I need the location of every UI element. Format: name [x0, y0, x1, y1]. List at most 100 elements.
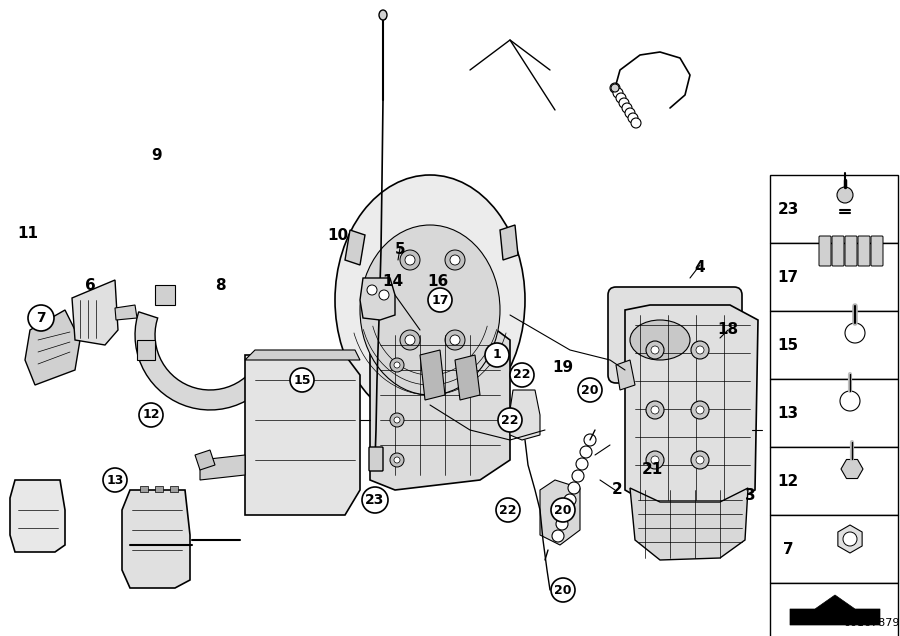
Polygon shape — [155, 486, 163, 492]
Polygon shape — [625, 305, 758, 510]
Polygon shape — [122, 490, 190, 588]
Text: 22: 22 — [500, 504, 517, 516]
Circle shape — [28, 305, 54, 331]
Text: 16: 16 — [428, 275, 448, 289]
Circle shape — [551, 578, 575, 602]
FancyBboxPatch shape — [608, 287, 742, 383]
Text: 15: 15 — [293, 373, 310, 387]
Text: 6: 6 — [85, 277, 95, 293]
Circle shape — [552, 530, 564, 542]
FancyBboxPatch shape — [819, 236, 831, 266]
Circle shape — [578, 378, 602, 402]
Text: 12: 12 — [142, 408, 160, 422]
Circle shape — [651, 406, 659, 414]
Text: 20: 20 — [554, 504, 572, 516]
Circle shape — [584, 434, 596, 446]
Circle shape — [646, 341, 664, 359]
Circle shape — [568, 482, 580, 494]
Text: 5: 5 — [395, 242, 405, 258]
Circle shape — [691, 401, 709, 419]
Text: 17: 17 — [778, 270, 798, 284]
Ellipse shape — [360, 225, 500, 395]
Polygon shape — [616, 360, 635, 390]
Text: 23: 23 — [778, 202, 798, 216]
Text: 14: 14 — [382, 275, 403, 289]
Polygon shape — [140, 486, 148, 492]
Circle shape — [428, 288, 452, 312]
Text: 22: 22 — [501, 413, 518, 427]
Circle shape — [394, 457, 400, 463]
Polygon shape — [370, 325, 510, 490]
Circle shape — [628, 113, 638, 123]
Circle shape — [445, 330, 465, 350]
Polygon shape — [115, 305, 137, 320]
Polygon shape — [245, 355, 360, 515]
Text: 10: 10 — [328, 228, 348, 242]
Circle shape — [400, 250, 420, 270]
Circle shape — [691, 341, 709, 359]
Circle shape — [646, 451, 664, 469]
Polygon shape — [72, 280, 118, 345]
Polygon shape — [540, 480, 580, 545]
FancyBboxPatch shape — [832, 236, 844, 266]
Text: 8: 8 — [215, 277, 225, 293]
Circle shape — [622, 103, 632, 113]
Text: 7: 7 — [783, 541, 793, 556]
Text: 22: 22 — [513, 368, 531, 382]
Polygon shape — [841, 459, 863, 478]
Circle shape — [362, 487, 388, 513]
Circle shape — [564, 494, 576, 506]
Circle shape — [560, 506, 572, 518]
Text: 17: 17 — [431, 293, 449, 307]
FancyBboxPatch shape — [770, 515, 898, 583]
Circle shape — [390, 358, 404, 372]
Polygon shape — [500, 225, 518, 260]
Ellipse shape — [630, 320, 690, 360]
Text: 12: 12 — [778, 473, 798, 488]
Circle shape — [556, 518, 568, 530]
Polygon shape — [345, 230, 365, 265]
Text: 23: 23 — [365, 493, 384, 507]
Text: 9: 9 — [152, 148, 162, 163]
Circle shape — [696, 346, 704, 354]
Polygon shape — [245, 350, 360, 360]
Circle shape — [631, 118, 641, 128]
Polygon shape — [455, 355, 480, 400]
Polygon shape — [838, 525, 862, 553]
Polygon shape — [137, 340, 155, 360]
Text: 18: 18 — [717, 322, 739, 338]
Circle shape — [139, 403, 163, 427]
Polygon shape — [790, 595, 880, 625]
Circle shape — [400, 330, 420, 350]
Polygon shape — [510, 390, 540, 440]
Polygon shape — [10, 480, 65, 552]
Polygon shape — [200, 455, 245, 480]
Text: 2: 2 — [612, 483, 623, 497]
Circle shape — [103, 468, 127, 492]
FancyBboxPatch shape — [770, 243, 898, 311]
Text: 11: 11 — [17, 226, 39, 240]
Circle shape — [651, 346, 659, 354]
Circle shape — [613, 88, 623, 98]
Circle shape — [290, 368, 314, 392]
Polygon shape — [25, 310, 80, 385]
Circle shape — [498, 408, 522, 432]
Circle shape — [450, 255, 460, 265]
FancyBboxPatch shape — [858, 236, 870, 266]
Circle shape — [485, 343, 509, 367]
Polygon shape — [170, 486, 178, 492]
FancyBboxPatch shape — [369, 447, 383, 471]
Text: 21: 21 — [642, 462, 662, 478]
Circle shape — [450, 335, 460, 345]
Text: 13: 13 — [778, 406, 798, 420]
Ellipse shape — [379, 10, 387, 20]
Text: 3: 3 — [744, 488, 755, 502]
Circle shape — [390, 453, 404, 467]
FancyBboxPatch shape — [770, 175, 898, 243]
Polygon shape — [420, 350, 445, 400]
Text: 4: 4 — [695, 261, 706, 275]
Circle shape — [394, 362, 400, 368]
Circle shape — [405, 255, 415, 265]
Circle shape — [696, 456, 704, 464]
Text: 00167879: 00167879 — [843, 618, 900, 628]
